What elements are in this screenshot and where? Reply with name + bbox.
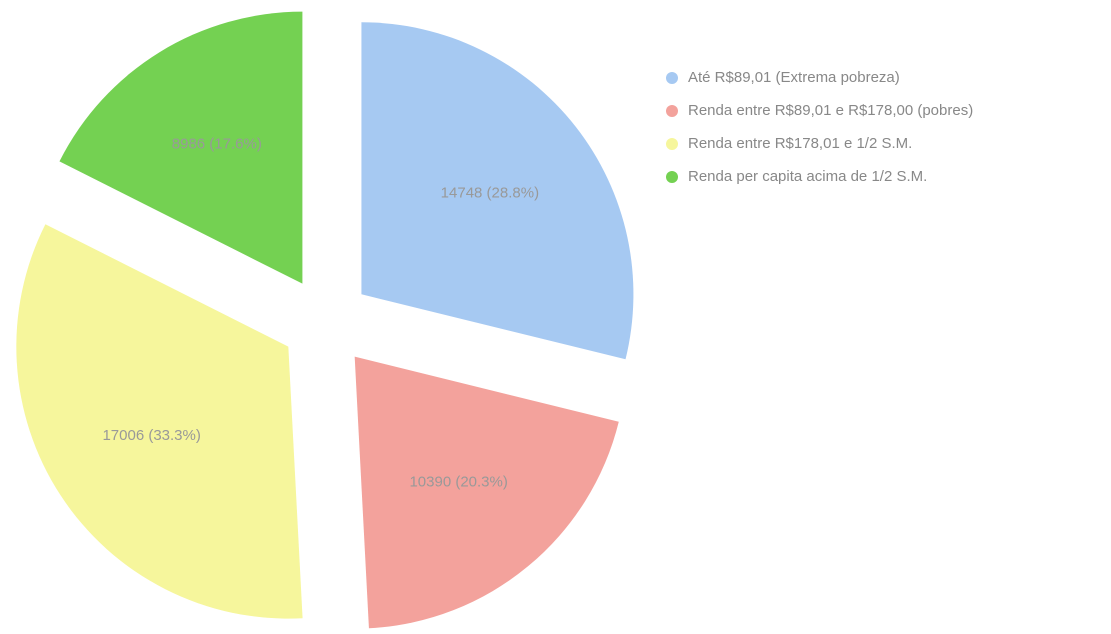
legend-label: Até R$89,01 (Extrema pobreza) bbox=[688, 69, 900, 86]
pie-slice bbox=[354, 356, 619, 629]
legend-swatch bbox=[666, 138, 678, 150]
pie-slice bbox=[16, 224, 303, 619]
pie-slice bbox=[361, 22, 634, 360]
legend-label: Renda entre R$89,01 e R$178,00 (pobres) bbox=[688, 102, 973, 119]
legend-swatch bbox=[666, 171, 678, 183]
legend-swatch bbox=[666, 72, 678, 84]
slice-label: 8986 (17.6%) bbox=[172, 136, 262, 153]
legend-label: Renda entre R$178,01 e 1/2 S.M. bbox=[688, 135, 912, 152]
slice-label: 17006 (33.3%) bbox=[102, 427, 200, 444]
pie-slice bbox=[59, 11, 303, 284]
legend-label: Renda per capita acima de 1/2 S.M. bbox=[688, 168, 927, 185]
slice-label: 10390 (20.3%) bbox=[409, 473, 507, 490]
legend-swatch bbox=[666, 105, 678, 117]
slice-label: 14748 (28.8%) bbox=[441, 185, 539, 202]
